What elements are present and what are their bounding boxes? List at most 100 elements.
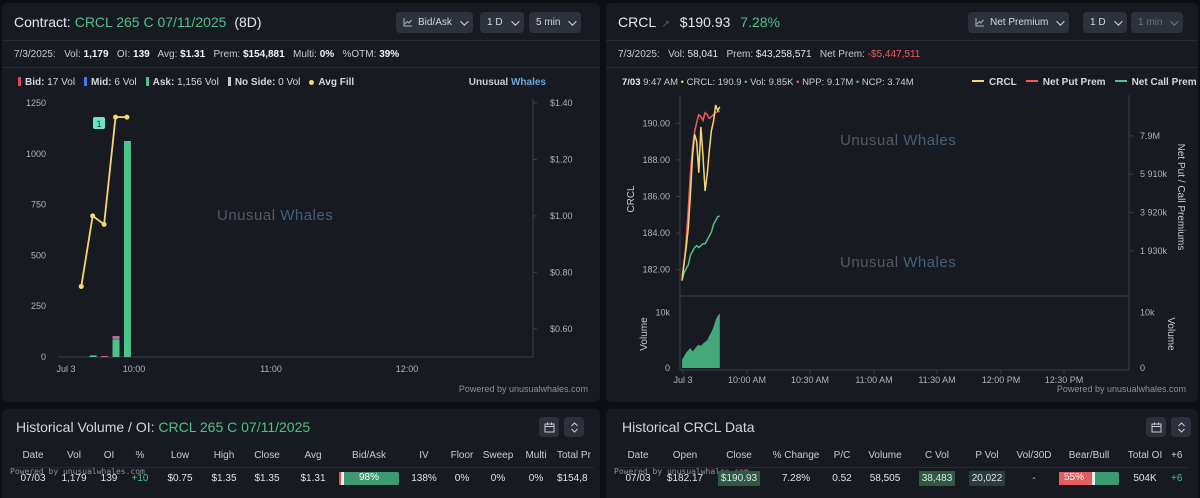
col-header[interactable]: Floor <box>450 450 474 462</box>
expand-button[interactable] <box>1171 417 1191 437</box>
col-header[interactable]: Bid/Ask <box>352 450 386 462</box>
premium-mode-select[interactable]: Net Premium <box>968 12 1070 33</box>
ask-bar[interactable] <box>123 140 131 357</box>
historical-ticker-title: Historical CRCL Data <box>622 419 755 435</box>
col-header[interactable]: OI <box>103 450 115 462</box>
x-tick-label: 10:00 AM <box>728 375 766 385</box>
ticker-stats: 7/3/2025: Vol: 58,041 Prem: $43,258,571 … <box>618 49 921 60</box>
contract-volume-chart[interactable]: Unusual Whales 1250 1000 750 500 250 0 $1.40 $… <box>2 93 600 393</box>
ticker-price: $190.93 <box>679 13 731 30</box>
interval-select[interactable]: 1 min <box>1131 12 1184 33</box>
range-select[interactable]: 1 D <box>480 12 524 33</box>
bid-ask-bar: 98% <box>339 471 399 485</box>
chevron-down-icon <box>568 16 578 26</box>
col-header[interactable]: +6 <box>1171 450 1183 462</box>
vol-tick-label: 10k <box>655 308 670 318</box>
contract-legend: Bid: 17 Vol Mid: 6 Vol Ask: 1,156 Vol No… <box>18 77 354 88</box>
y2-tick-label: 7.9M <box>1140 131 1160 141</box>
avg-fill-point[interactable] <box>78 283 84 289</box>
mode-select[interactable]: Bid/Ask <box>396 12 473 33</box>
avg-fill-point[interactable] <box>90 213 96 219</box>
table-header: Date Open Close % Change P/C Volume C Vo… <box>618 445 1188 467</box>
powered-by[interactable]: Powered by unusualwhales.com <box>458 384 588 394</box>
chevron-down-icon <box>1056 16 1066 26</box>
net-call-prem-line[interactable] <box>681 215 721 281</box>
y2-tick-label: 1 930k <box>1140 246 1168 256</box>
sort-icon <box>1177 421 1185 433</box>
ask-bar[interactable] <box>89 355 97 357</box>
vol-tick-label-right: 0 <box>1140 363 1145 373</box>
legend-crcl[interactable]: CRCL <box>972 77 1017 88</box>
ticker-change: 7.28% <box>740 13 780 30</box>
avg-fill-point[interactable] <box>113 114 119 120</box>
col-header[interactable]: Bear/Bull <box>1068 450 1110 462</box>
avg-fill-line[interactable] <box>80 116 127 287</box>
crcl-price-line[interactable] <box>681 104 721 281</box>
legend-npp[interactable]: Net Put Prem <box>1025 77 1106 88</box>
powered-by[interactable]: Powered by unusualwhales.com <box>1056 384 1186 394</box>
mid-bar[interactable] <box>112 338 120 340</box>
range-select[interactable]: 1 D <box>1083 12 1127 33</box>
legend-bid[interactable]: Bid: 17 Vol <box>18 77 75 88</box>
bid-bar[interactable] <box>112 336 120 339</box>
col-header[interactable]: % <box>135 450 145 462</box>
historical-volume-panel: Historical Volume / OI: CRCL 265 C 07/11… <box>2 409 600 498</box>
legend-ask[interactable]: Ask: 1,156 Vol <box>145 77 219 88</box>
ticker-symbol[interactable]: CRCL <box>618 13 656 30</box>
col-header[interactable]: Sweep <box>482 450 514 462</box>
ticker-chart-panel: CRCL ↗ $190.93 7.28% Net Premium 1 D 1 m… <box>606 3 1198 402</box>
calendar-button[interactable] <box>539 417 559 437</box>
interval-select[interactable]: 5 min <box>529 12 582 33</box>
col-header[interactable]: High <box>213 450 235 462</box>
col-header[interactable]: C Vol <box>925 450 949 462</box>
col-header[interactable]: Avg <box>304 450 322 462</box>
legend-ncp[interactable]: Net Call Prem <box>1114 77 1197 88</box>
premium-axis-label: Net Put / Call Premiums <box>1175 144 1186 251</box>
col-header[interactable]: Vol/30D <box>1016 450 1052 462</box>
contract-link[interactable]: CRCL 265 C 07/11/2025 <box>74 13 227 30</box>
powered-by: Powered by unusualwhales.com <box>10 467 145 476</box>
table-row[interactable]: 07/03 $182.17 $190.93 7.28% 0.52 58,505 … <box>618 467 1188 489</box>
trade-marker[interactable]: 1 <box>93 117 105 129</box>
x-tick-label: 10:30 AM <box>791 375 829 385</box>
col-header[interactable]: IV <box>419 450 429 462</box>
col-header[interactable]: Low <box>170 450 190 462</box>
watermark: Unusual Whales <box>217 207 333 224</box>
x-tick-label: 11:00 <box>260 364 282 374</box>
ticker-premium-chart[interactable]: Unusual Whales Unusual Whales CRCL Net P… <box>606 91 1198 396</box>
ask-bar[interactable] <box>112 339 120 357</box>
col-header[interactable]: Close <box>726 450 752 462</box>
legend-avgfill[interactable]: Avg Fill <box>309 77 354 88</box>
calendar-icon <box>1151 422 1161 432</box>
bid-bar[interactable] <box>101 355 109 357</box>
col-header[interactable]: Date <box>22 450 44 462</box>
calendar-button[interactable] <box>1146 417 1166 437</box>
col-header[interactable]: Multi <box>525 450 547 462</box>
legend-noside[interactable]: No Side: 0 Vol <box>227 77 300 88</box>
volume-area[interactable] <box>682 313 720 368</box>
legend-mid[interactable]: Mid: 6 Vol <box>84 77 137 88</box>
avg-fill-point[interactable] <box>101 221 107 227</box>
col-header[interactable]: Vol <box>67 450 81 462</box>
col-header[interactable]: % Change <box>772 450 820 462</box>
avg-fill-point[interactable] <box>124 114 130 120</box>
col-header[interactable]: Date <box>627 450 649 462</box>
ticker-legend: CRCL Net Put Prem Net Call Prem <box>972 77 1197 88</box>
col-header[interactable]: P Vol <box>975 450 999 462</box>
external-link-icon[interactable]: ↗ <box>661 18 670 30</box>
historical-ticker-panel: Historical CRCL Data Powered by unusualw… <box>606 409 1198 498</box>
col-header[interactable]: Total Pr <box>557 450 591 462</box>
y2-tick-label: $1.20 <box>550 154 573 164</box>
col-header[interactable]: P/C <box>833 450 851 462</box>
net-put-prem-line[interactable] <box>681 110 720 277</box>
table-row[interactable]: 07/03 1,179 139 +10 $0.75 $1.35 $1.35 $1… <box>12 467 594 489</box>
col-header[interactable]: Total OI <box>1127 450 1163 462</box>
y-tick-label: 1000 <box>26 149 46 159</box>
col-header[interactable]: Volume <box>868 450 902 462</box>
y-tick-label: 184.00 <box>642 228 670 238</box>
x-tick-label: 12:00 <box>396 364 419 374</box>
price-axis-label: CRCL <box>626 185 637 213</box>
col-header[interactable]: Open <box>672 450 698 462</box>
col-header[interactable]: Close <box>254 450 280 462</box>
expand-button[interactable] <box>564 417 584 437</box>
